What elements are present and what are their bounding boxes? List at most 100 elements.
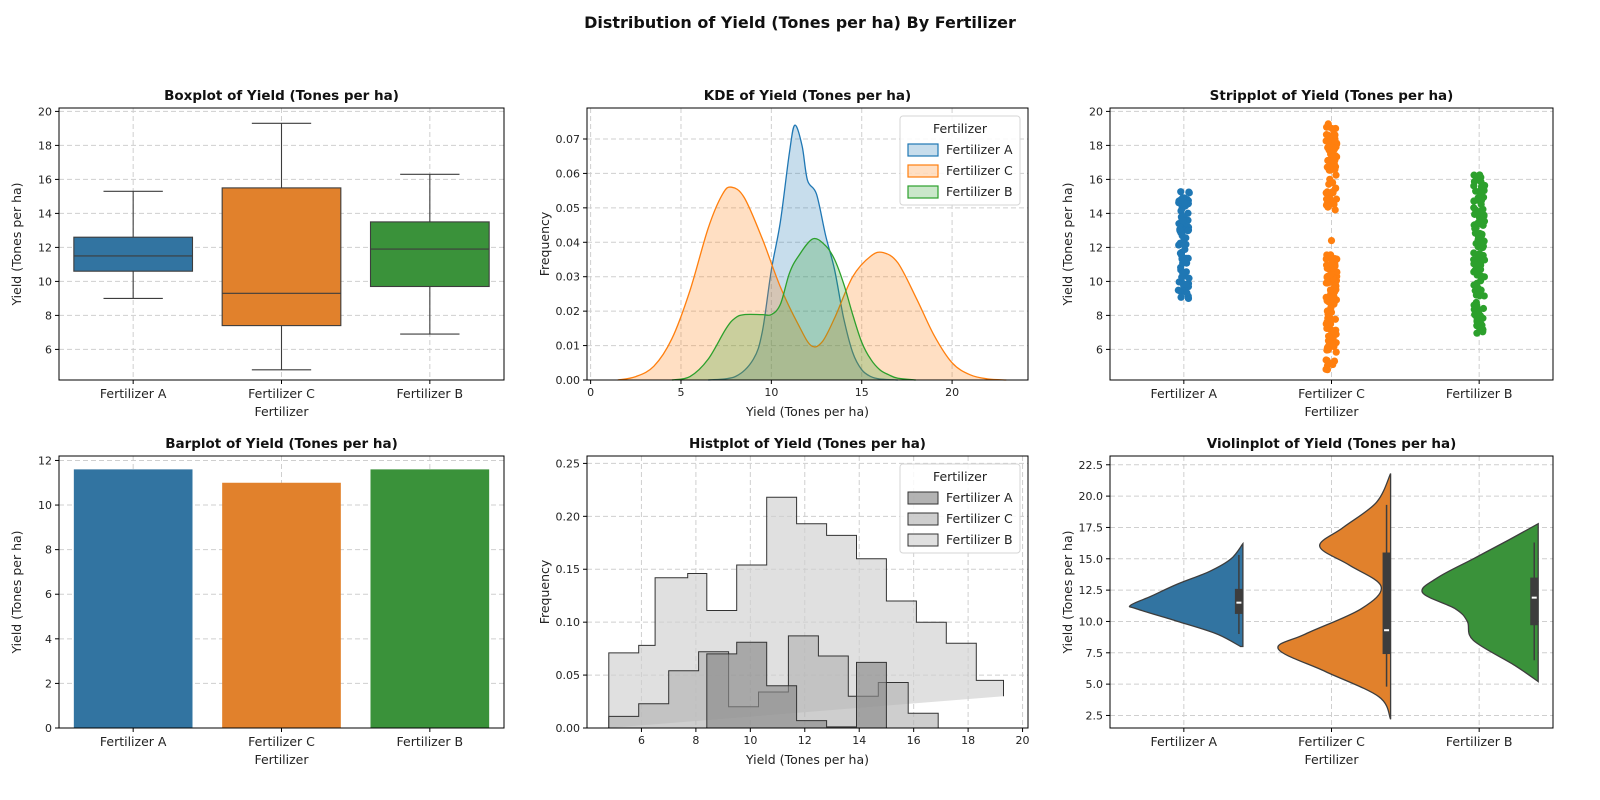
- y-tick-label: 0.03: [556, 271, 581, 284]
- axes-frame: [58, 455, 505, 729]
- strip-point: [1180, 241, 1189, 249]
- strip-point: [1175, 241, 1183, 249]
- strip-point: [1478, 321, 1486, 329]
- violin-2: [1277, 473, 1392, 720]
- y-tick-label: 0.10: [556, 616, 581, 629]
- strip-point: [1323, 366, 1332, 374]
- x-axis-label: Fertilizer: [1304, 752, 1359, 767]
- legend-swatch: [907, 512, 939, 526]
- strip-point: [1474, 194, 1482, 202]
- x-tick-label: Fertilizer A: [100, 386, 167, 401]
- x-tick-label: 20: [1016, 734, 1030, 747]
- legend-swatch: [907, 164, 939, 178]
- strip-point: [1327, 304, 1335, 312]
- kde-area-1: [708, 125, 898, 381]
- strip-point: [1472, 291, 1480, 299]
- x-axis-label: Yield (Tones per ha): [745, 404, 869, 419]
- legend-entry-label: Fertilizer C: [946, 163, 1013, 178]
- x-tick-label: 15: [855, 386, 869, 399]
- kde-area-2: [617, 187, 1007, 380]
- strip-point: [1177, 188, 1185, 196]
- x-tick-label: Fertilizer B: [1446, 734, 1513, 749]
- legend-entry-label: Fertilizer B: [946, 532, 1013, 547]
- legend-swatch: [907, 491, 939, 505]
- strip-point: [1479, 304, 1488, 313]
- y-tick-label: 18: [38, 139, 52, 152]
- bar-1: [73, 469, 193, 728]
- strip-point: [1323, 345, 1331, 354]
- y-tick-label: 12: [1089, 241, 1103, 254]
- strip-point: [1473, 317, 1481, 326]
- axes-frame: [1109, 455, 1554, 729]
- x-tick-label: 5: [677, 386, 684, 399]
- strip-point: [1470, 268, 1478, 276]
- y-tick-label: 0.07: [556, 133, 581, 146]
- x-tick-label: Fertilizer B: [1446, 386, 1513, 401]
- strip-point: [1177, 293, 1185, 301]
- strip-point: [1328, 125, 1336, 133]
- x-tick-label: 12: [798, 734, 812, 747]
- x-tick-label: Fertilizer C: [1298, 386, 1365, 401]
- panel-title: Stripplot of Yield (Tones per ha): [1210, 88, 1454, 104]
- y-tick-label: 0: [45, 722, 52, 735]
- x-axis-label: Fertilizer: [1304, 404, 1359, 419]
- x-tick-label: 6: [638, 734, 645, 747]
- axes-frame: [586, 107, 1029, 381]
- panel-title: Barplot of Yield (Tones per ha): [165, 436, 398, 452]
- y-tick-label: 10.0: [1079, 615, 1104, 628]
- legend-entry-label: Fertilizer A: [946, 490, 1013, 505]
- axes-frame: [58, 107, 505, 381]
- y-tick-label: 14: [1089, 207, 1103, 220]
- strip-point: [1323, 251, 1331, 259]
- y-tick-label: 20: [1089, 105, 1103, 118]
- strip-point: [1184, 227, 1192, 235]
- y-tick-label: 2: [45, 677, 52, 690]
- y-tick-label: 0.02: [556, 305, 581, 318]
- strip-point: [1332, 171, 1340, 179]
- y-tick-label: 17.5: [1079, 521, 1104, 534]
- x-axis-label: Fertilizer: [254, 752, 309, 767]
- strip-point: [1330, 327, 1338, 336]
- x-tick-label: Fertilizer A: [1151, 734, 1218, 749]
- panel-title: Boxplot of Yield (Tones per ha): [164, 88, 399, 104]
- strip-point: [1329, 360, 1337, 369]
- y-tick-label: 0.00: [556, 374, 581, 387]
- strip-point: [1323, 279, 1332, 287]
- legend-swatch: [907, 143, 939, 157]
- strip-point: [1330, 200, 1338, 208]
- strip-point: [1327, 271, 1335, 279]
- y-tick-label: 8: [45, 544, 52, 557]
- y-tick-label: 14: [38, 207, 52, 220]
- strip-point: [1324, 202, 1333, 210]
- y-tick-label: 10: [1089, 275, 1103, 288]
- strip-point: [1329, 178, 1337, 187]
- strip-point: [1329, 156, 1337, 164]
- x-tick-label: Fertilizer C: [1298, 734, 1365, 749]
- strip-point: [1325, 163, 1333, 171]
- figure-title: Distribution of Yield (Tones per ha) By …: [584, 13, 1016, 32]
- y-tick-label: 2.5: [1086, 709, 1104, 722]
- strip-point: [1476, 171, 1484, 179]
- violin-iqr-box: [1382, 552, 1391, 655]
- strip-point: [1183, 289, 1191, 297]
- y-tick-label: 18: [1089, 139, 1103, 152]
- legend-swatch: [907, 185, 939, 199]
- strip-point: [1480, 292, 1488, 300]
- strip-point: [1479, 242, 1487, 251]
- x-tick-label: 0: [587, 386, 594, 399]
- strip-point: [1477, 286, 1485, 294]
- strip-point: [1331, 137, 1339, 145]
- y-tick-label: 0.05: [556, 669, 581, 682]
- strip-point: [1477, 178, 1485, 186]
- y-tick-label: 16: [38, 173, 52, 186]
- strip-point: [1331, 206, 1339, 214]
- y-tick-label: 0.05: [556, 202, 581, 215]
- strip-point: [1332, 348, 1340, 356]
- strip-point: [1471, 224, 1479, 233]
- legend-entry-label: Fertilizer B: [946, 184, 1013, 199]
- strip-point: [1330, 145, 1339, 153]
- x-tick-label: 10: [743, 734, 757, 747]
- y-tick-label: 7.5: [1086, 647, 1104, 660]
